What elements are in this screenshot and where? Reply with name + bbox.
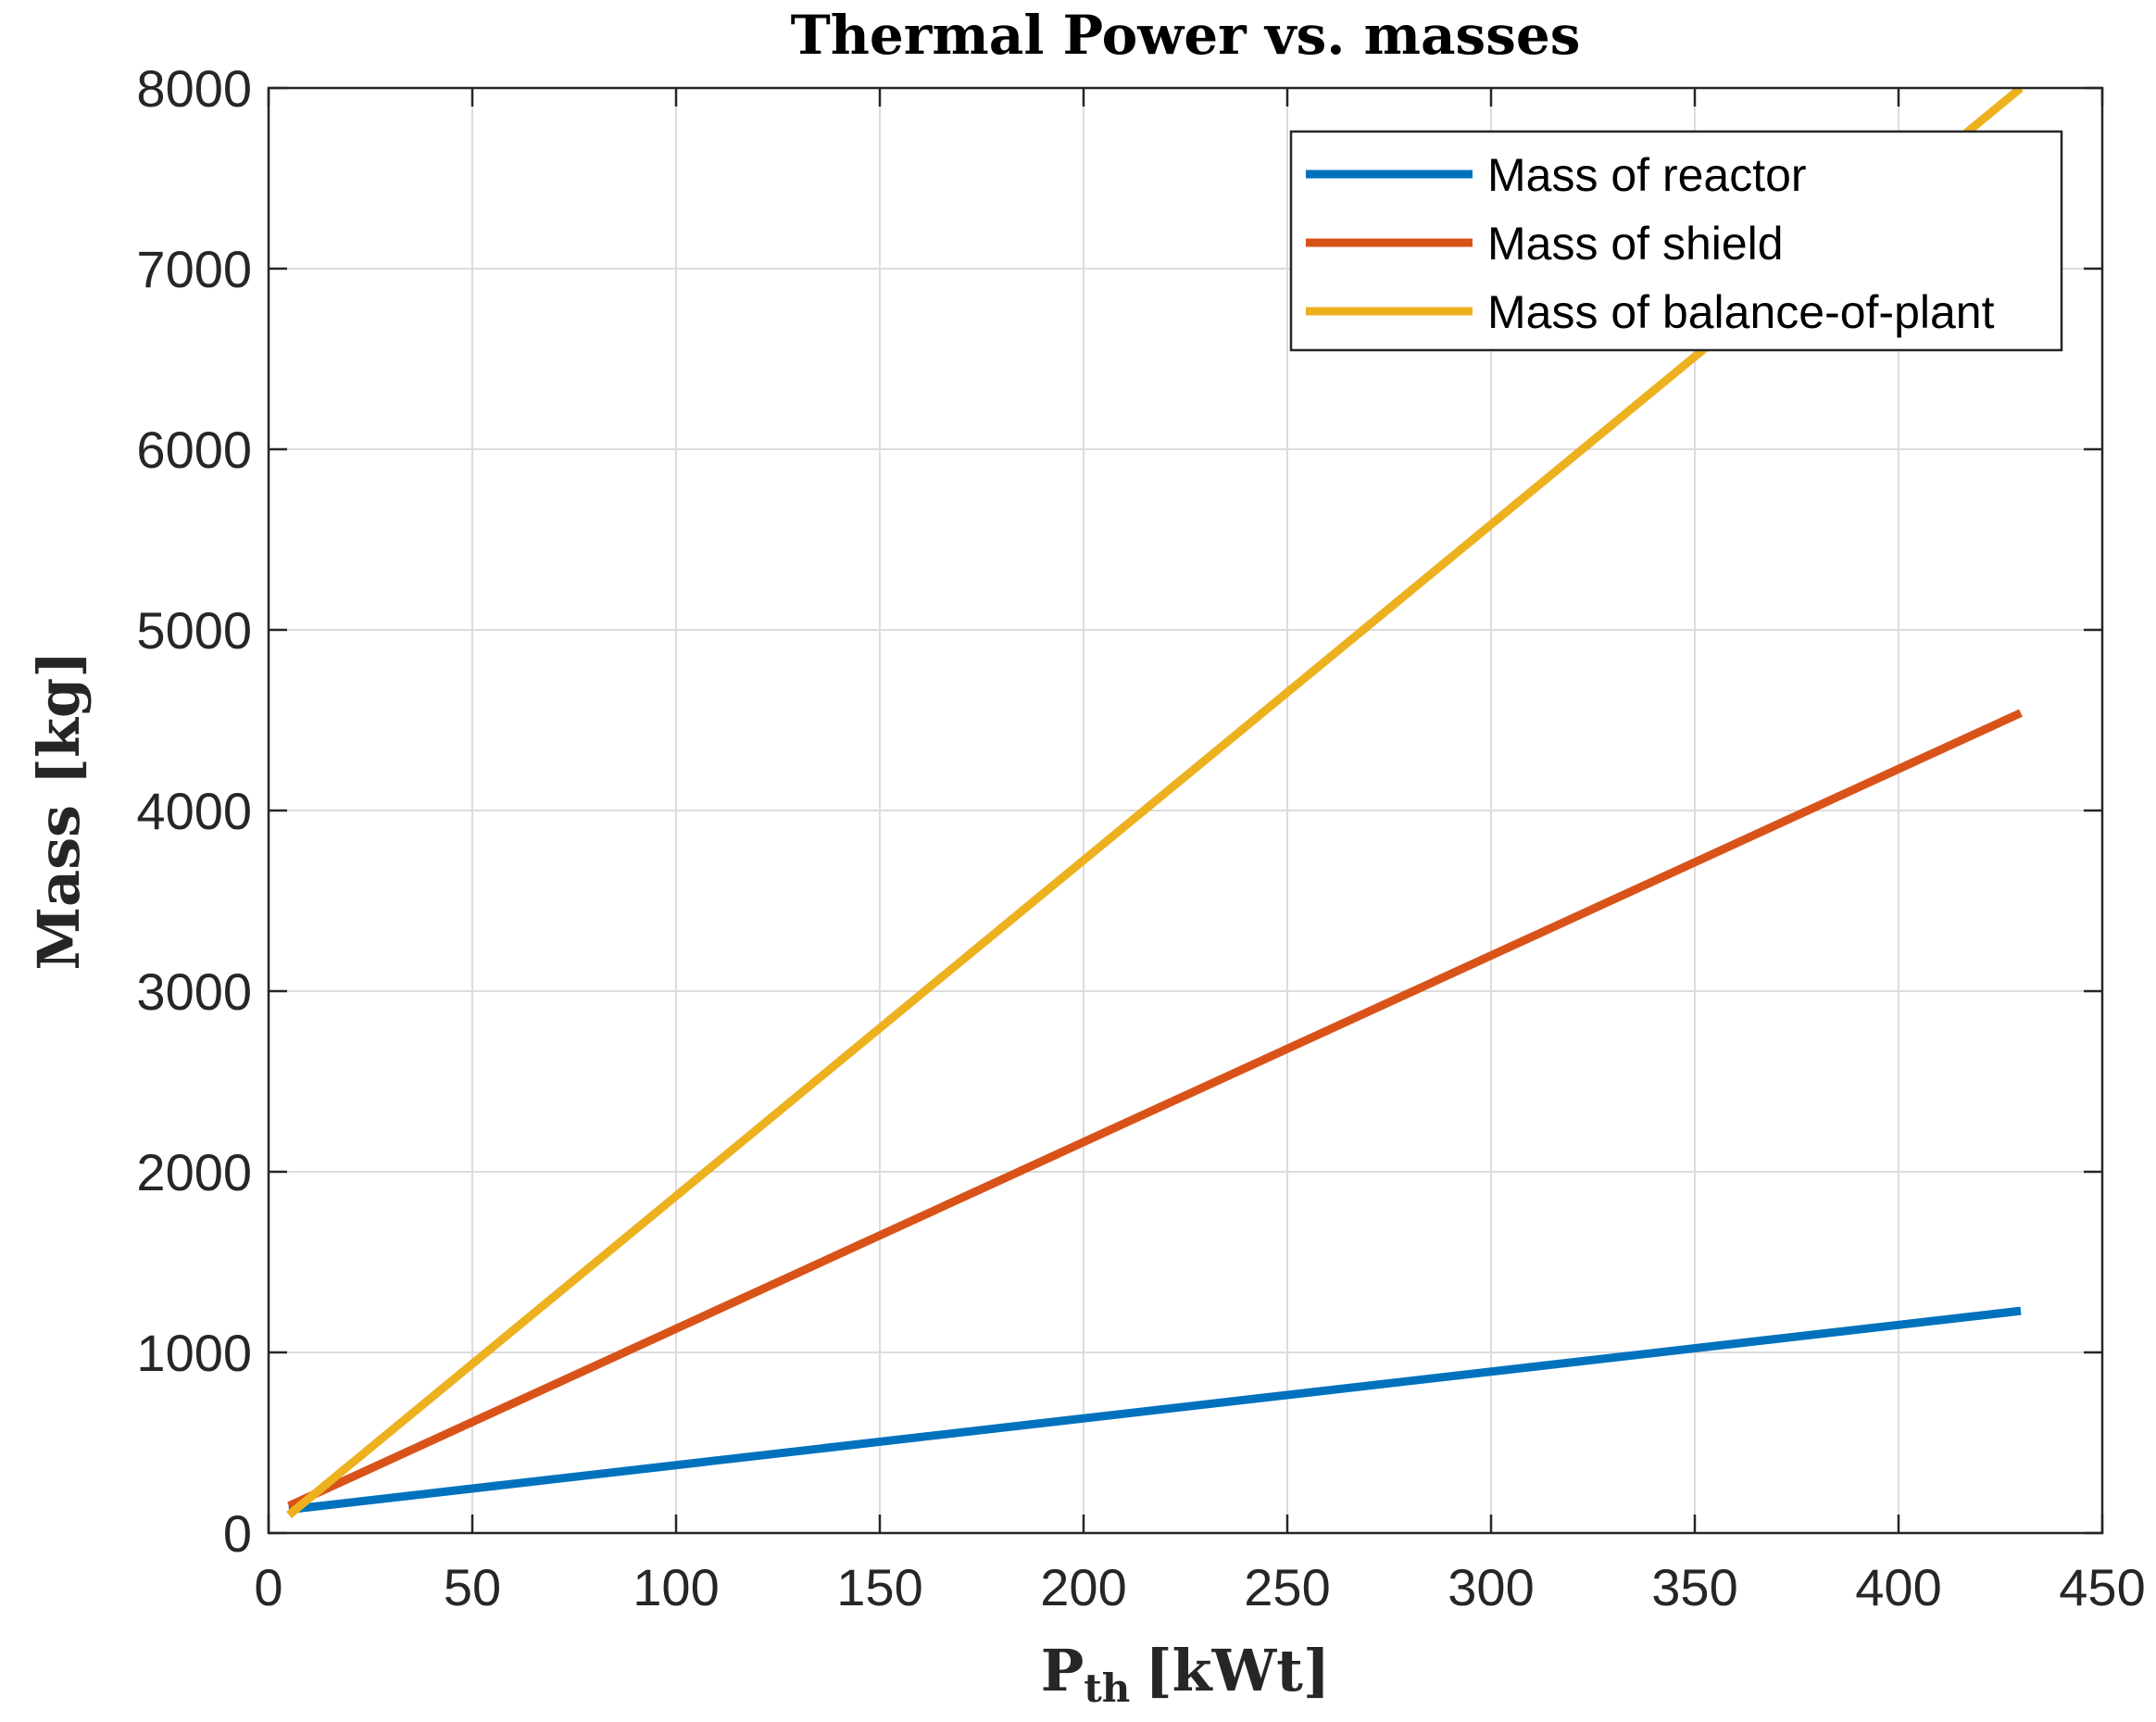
y-tick-label: 4000 bbox=[136, 782, 252, 840]
x-tick-label: 200 bbox=[1040, 1558, 1126, 1616]
x-tick-label: 150 bbox=[836, 1558, 922, 1616]
y-tick-label: 8000 bbox=[136, 59, 252, 118]
x-axis-label: Pth [kWt] bbox=[1041, 1637, 1330, 1711]
y-tick-label: 3000 bbox=[136, 962, 252, 1021]
x-tick-label: 50 bbox=[444, 1558, 501, 1616]
x-tick-label: 250 bbox=[1244, 1558, 1330, 1616]
x-tick-label: 400 bbox=[1855, 1558, 1941, 1616]
series-line-mass-of-shield bbox=[287, 709, 2023, 1510]
x-tick-label: 300 bbox=[1448, 1558, 1534, 1616]
y-axis-label: Mass [kg] bbox=[25, 650, 93, 970]
y-tick-label: 5000 bbox=[136, 601, 252, 660]
legend-label: Mass of balance-of-plant bbox=[1487, 286, 1995, 338]
y-tick-label: 6000 bbox=[136, 421, 252, 479]
y-tick-label: 0 bbox=[223, 1504, 252, 1563]
x-axis-label-unit: [kWt] bbox=[1145, 1637, 1330, 1704]
y-tick-label: 7000 bbox=[136, 240, 252, 298]
axis-ticks: 0 50 100 150 200 250 300 350 400 450 0 1000 2000 3000… bbox=[136, 59, 2145, 1616]
x-axis-label-subscript: th bbox=[1084, 1665, 1130, 1711]
legend: Mass of reactor Mass of shield Mass of bal… bbox=[1289, 130, 2063, 352]
x-tick-label: 350 bbox=[1651, 1558, 1737, 1616]
y-tick-label: 2000 bbox=[136, 1143, 252, 1201]
legend-label: Mass of reactor bbox=[1487, 149, 1807, 201]
chart-title: Thermal Power vs. masses bbox=[791, 4, 1581, 67]
series-line-mass-of-reactor bbox=[288, 1306, 2022, 1515]
x-tick-label: 450 bbox=[2059, 1558, 2145, 1616]
x-tick-label: 0 bbox=[254, 1558, 282, 1616]
x-tick-label: 100 bbox=[633, 1558, 719, 1616]
x-axis-label-main: P bbox=[1041, 1637, 1084, 1704]
y-tick-label: 1000 bbox=[136, 1324, 252, 1382]
legend-label: Mass of shield bbox=[1487, 218, 1784, 270]
